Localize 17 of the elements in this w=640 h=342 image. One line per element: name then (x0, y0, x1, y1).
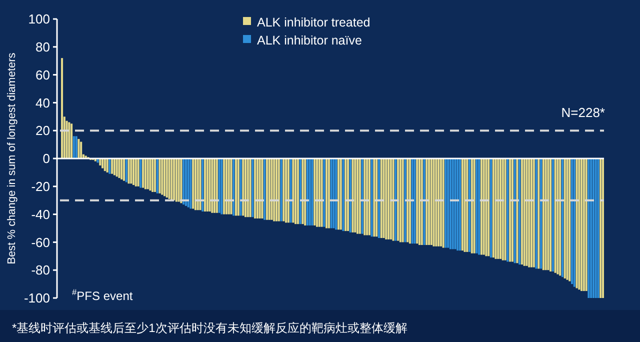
legend-label: ALK inhibitor naïve (257, 33, 362, 48)
y-tick-label: 40 (36, 95, 50, 110)
y-tick-label: 100 (28, 12, 50, 27)
y-tick-label: 20 (36, 123, 50, 138)
y-tick-label: -100 (24, 290, 50, 306)
y-tick-label: -20 (31, 178, 50, 194)
text: *基线时评估或基线后至少1次评估时没有未知缓解反应的靶病灶或整体缓解 (12, 321, 408, 335)
y-tick-label: 0 (42, 151, 50, 166)
annotation: $^{#}$PFS event (72, 287, 134, 303)
annotation: N=228* (561, 105, 605, 120)
y-tick-label: -60 (31, 234, 50, 250)
y-tick-label: 80 (36, 39, 50, 54)
y-tick-label: -40 (31, 206, 50, 222)
legend-label: ALK inhibitor treated (257, 15, 370, 30)
y-tick-label: -80 (31, 262, 50, 278)
y-tick-label: 60 (36, 67, 50, 82)
y-axis-title: Best % change in sum of longest diameters (6, 52, 18, 264)
